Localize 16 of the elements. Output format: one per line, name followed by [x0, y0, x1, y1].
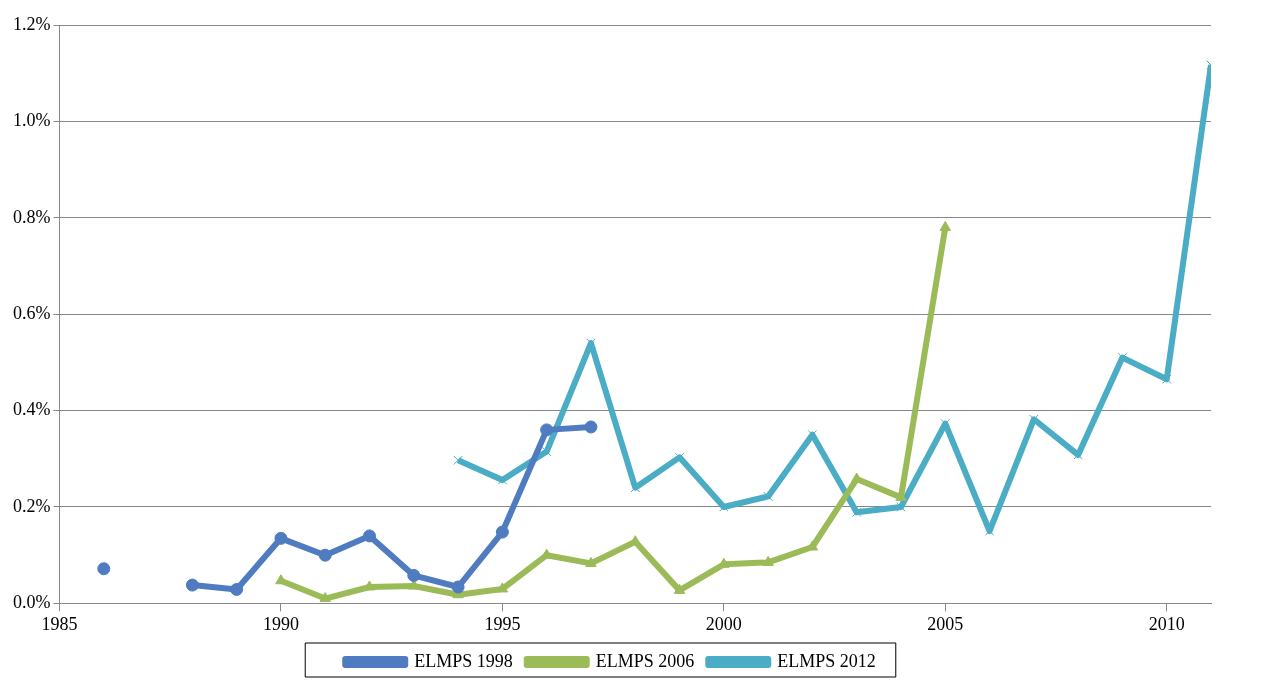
y-tick-label: 1.0%: [12, 110, 51, 131]
y-tick-label: 0.4%: [12, 399, 51, 420]
legend-label: ELMPS 2012: [777, 650, 876, 671]
x-tick-label: 1995: [484, 613, 521, 634]
y-tick-label: 0.8%: [12, 206, 51, 227]
y-tick-label: 0.0%: [12, 592, 51, 613]
legend-label: ELMPS 1998: [414, 650, 513, 671]
y-tick-label: 0.2%: [12, 495, 51, 516]
x-tick-label: 1990: [262, 613, 299, 634]
x-tick-label: 2005: [927, 613, 964, 634]
y-tick-label: 1.2%: [12, 13, 51, 34]
y-tick-label: 0.6%: [12, 302, 51, 323]
x-tick-label: 2010: [1148, 613, 1185, 634]
legend-label: ELMPS 2006: [595, 650, 695, 671]
x-tick-label: 2000: [705, 613, 742, 634]
x-tick-label: 1985: [41, 613, 78, 634]
